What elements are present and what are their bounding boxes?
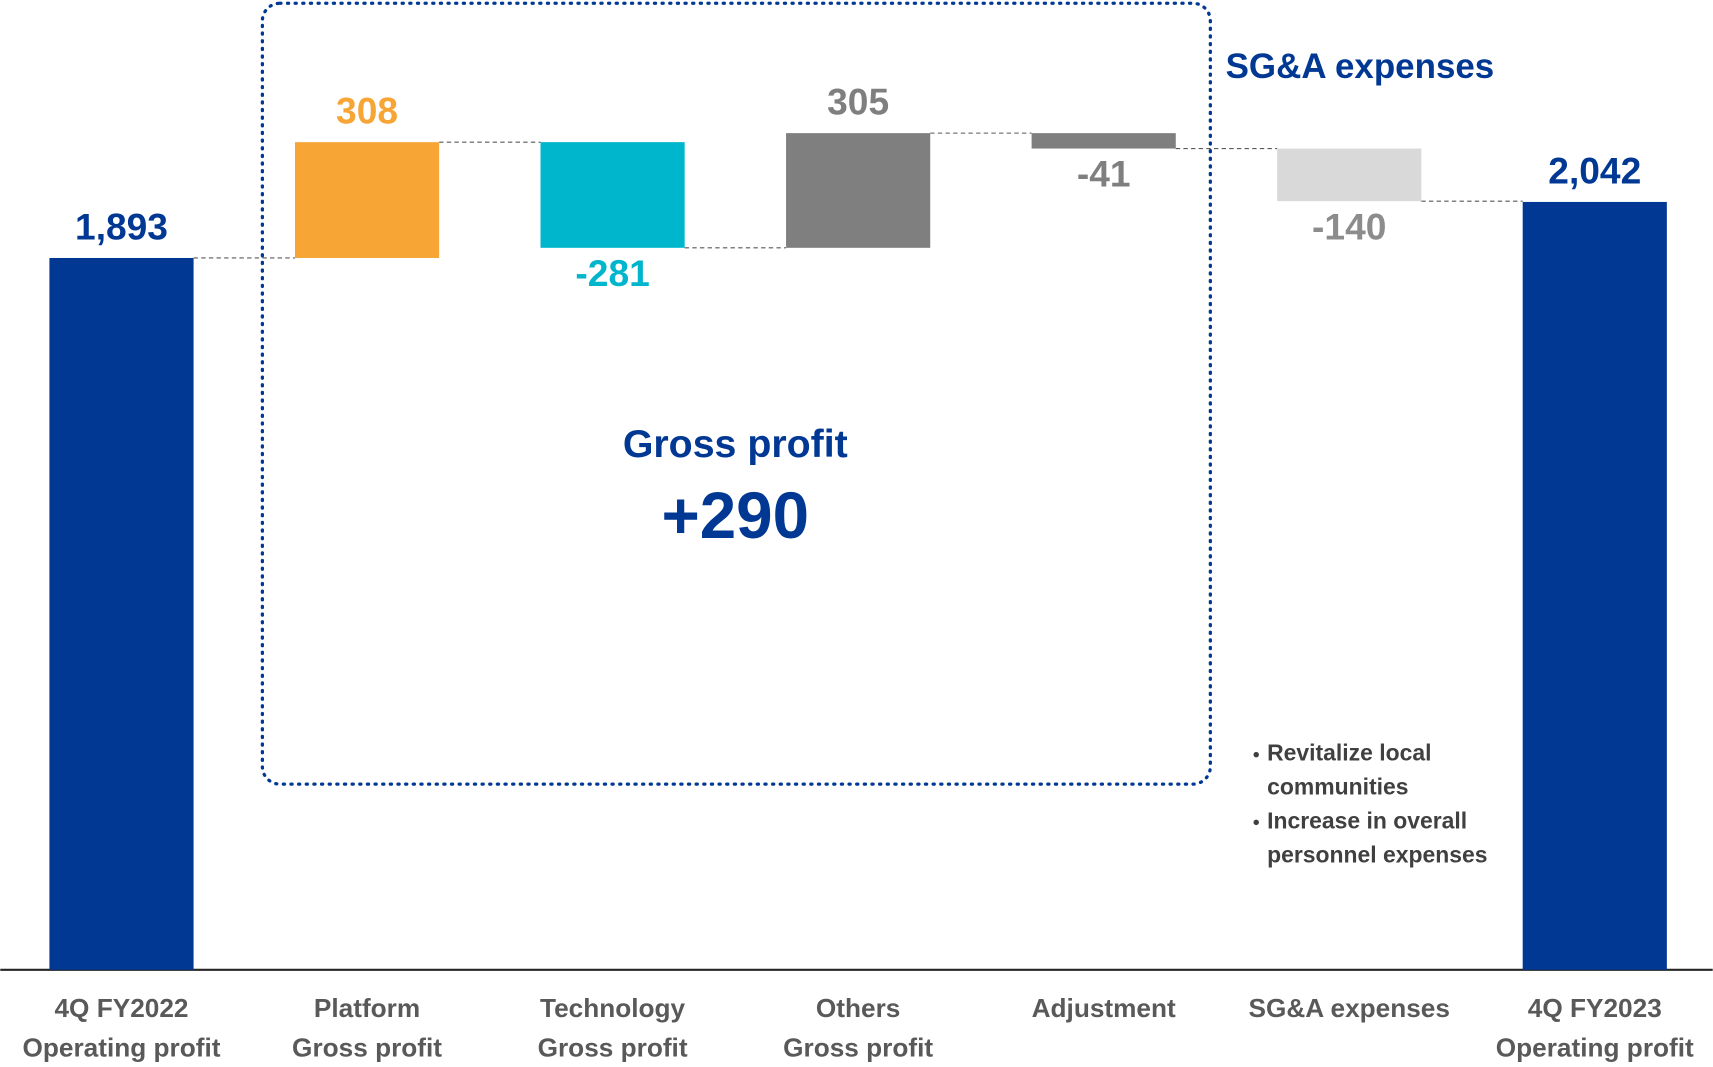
value-label: 2,042 <box>1548 149 1641 191</box>
x-tick-label: 4Q FY2022 <box>54 993 188 1023</box>
gross-profit-label: Gross profit <box>623 422 848 466</box>
x-tick-label: Technology <box>540 993 686 1023</box>
bullet-text: Increase in overall <box>1267 807 1467 833</box>
value-label: -281 <box>575 252 649 294</box>
bullet-text: Revitalize local <box>1267 740 1431 766</box>
bullet-dot <box>1253 751 1259 758</box>
x-tick-label: 4Q FY2023 <box>1528 993 1662 1023</box>
gross-profit-box <box>260 1 1212 786</box>
bar <box>49 257 194 970</box>
x-tick-label: Operating profit <box>1496 1032 1694 1062</box>
bar <box>1031 133 1176 149</box>
bar <box>294 142 440 258</box>
x-tick-label: Gross profit <box>538 1032 688 1062</box>
x-tick-label: Gross profit <box>292 1032 442 1062</box>
x-tick-label: Platform <box>314 993 420 1023</box>
value-label: -41 <box>1077 153 1131 195</box>
bar <box>540 142 685 248</box>
x-tick-label: Adjustment <box>1032 993 1176 1023</box>
bar <box>1522 201 1667 970</box>
bullet-text: communities <box>1267 774 1408 800</box>
sga-title: SG&A expenses <box>1226 47 1495 86</box>
value-label: 305 <box>827 81 889 123</box>
bar <box>786 133 931 248</box>
x-tick-label: Gross profit <box>783 1032 933 1062</box>
x-tick-label: SG&A expenses <box>1248 993 1449 1023</box>
x-tick-label: Operating profit <box>23 1032 221 1062</box>
value-label: 1,893 <box>75 205 168 247</box>
value-label: -140 <box>1312 205 1386 247</box>
x-tick-label: Others <box>816 993 900 1023</box>
bullet-text: personnel expenses <box>1267 841 1487 867</box>
bullet-dot <box>1253 819 1259 826</box>
value-label: 308 <box>336 90 398 132</box>
bar <box>1277 148 1422 202</box>
gross-profit-value: +290 <box>661 479 809 552</box>
